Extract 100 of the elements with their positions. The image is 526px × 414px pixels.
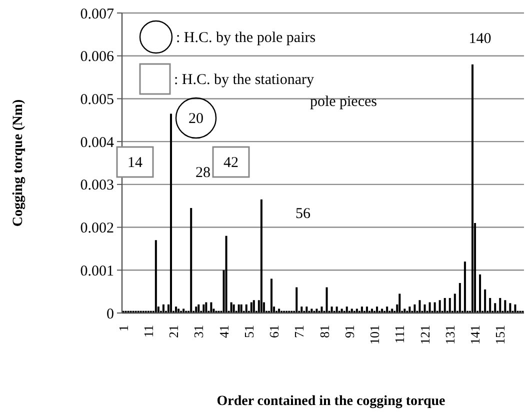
bar [252,300,255,313]
annotation: 20 [188,111,204,127]
x-tick-label: 31 [191,325,206,338]
bar [471,64,474,313]
bar [404,308,406,313]
bar [504,300,506,313]
bar [454,294,456,313]
annotation: 56 [296,206,311,222]
bar [182,308,185,313]
bar [350,308,353,313]
bar [320,306,323,313]
x-tick-label: 41 [216,325,232,338]
bar [240,304,242,313]
annotation: 28 [196,165,210,181]
bar [326,287,328,313]
y-tick-label: 0.005 [80,92,114,108]
bar [376,306,378,313]
bar [205,302,208,313]
bar [408,306,411,313]
y-tick-label: 0.007 [80,6,114,22]
x-tick-label: 81 [316,325,332,338]
bar [316,308,318,313]
bar [195,306,198,313]
x-tick-label: 151 [492,325,508,344]
bar [464,262,466,313]
bar [418,300,421,313]
bar [370,308,373,313]
bar [178,308,180,313]
bar [330,306,333,313]
bar [366,306,368,313]
bar [494,303,496,313]
bar [232,304,235,313]
x-tick-label: 141 [468,325,483,344]
bar [438,300,441,313]
bar [489,298,492,313]
bar [484,289,486,313]
y-tick-label: 0.001 [80,263,114,280]
x-tick-label: 121 [417,325,432,344]
y-tick-label: 0.002 [80,220,114,237]
bar [162,304,164,313]
bar [154,240,157,313]
bar [414,304,416,313]
bar [230,302,232,313]
bar [346,306,348,313]
annotation: 140 [468,31,492,47]
bar [170,114,172,313]
bar [190,208,192,313]
bar [306,306,308,313]
bar [479,274,482,313]
bar [175,306,178,313]
bar [245,304,248,313]
bar [398,294,401,313]
bar [458,283,461,313]
x-tick-label: 101 [367,325,382,344]
bar [296,287,298,313]
bar [340,308,343,313]
bar [238,304,240,313]
bar [360,306,363,313]
bar [300,306,303,313]
annotation: : H.C. by the stationary pole pieces [174,72,378,110]
bar [428,302,431,313]
x-tick-label: 131 [442,325,458,344]
bar [336,306,338,313]
y-tick-label: 0.006 [80,49,114,66]
bar [444,298,446,313]
x-axis-title: Order contained in the cogging torque [216,394,446,409]
bar [198,304,200,313]
bar [509,303,512,313]
y-tick-label: 0.004 [80,134,114,151]
x-tick-label: 91 [342,325,357,338]
annotation: 42 [224,155,238,171]
bar [210,302,212,313]
bar [260,199,262,313]
y-axis-title: Cogging torque (Nm) [11,99,26,227]
bar [250,302,252,313]
x-tick-label: 11 [140,325,156,338]
bar [434,302,436,313]
bar [310,308,313,313]
x-tick-label: 51 [241,325,256,338]
bar [278,308,280,313]
annotation: 14 [128,155,143,171]
bar [391,308,394,313]
bar [202,304,205,313]
bar [499,298,502,313]
x-tick-label: 71 [292,325,307,338]
y-tick-label: 0 [106,306,114,322]
x-tick-label: 111 [392,325,408,344]
bar [424,304,426,313]
bar [514,304,516,313]
bar [386,306,388,313]
bar [448,298,451,313]
bar [381,308,384,313]
bar [225,236,228,313]
x-tick-label: 21 [166,325,182,338]
y-tick-label: 0.003 [80,178,114,194]
x-tick-label: 1 [116,325,131,332]
x-tick-label: 61 [266,325,282,338]
annotation: : H.C. by the pole pairs [176,30,316,46]
bar [356,308,358,313]
bar [270,278,272,313]
